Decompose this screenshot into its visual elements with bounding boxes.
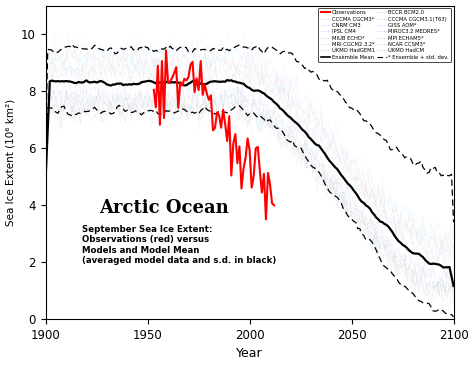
Y-axis label: Sea Ice Extent (10⁶ km²): Sea Ice Extent (10⁶ km²) (6, 99, 16, 226)
Legend: Observations, CCCMA CGCM3*, CNRM CM3, IPSL CM4, MIUB ECHO*, MRI CGCM2.3.2*, UKMO: Observations, CCCMA CGCM3*, CNRM CM3, IP… (319, 8, 451, 61)
X-axis label: Year: Year (237, 347, 263, 361)
Text: September Sea Ice Extent:
Observations (red) versus
Models and Model Mean
(avera: September Sea Ice Extent: Observations (… (82, 225, 277, 265)
Text: Arctic Ocean: Arctic Ocean (99, 199, 229, 217)
